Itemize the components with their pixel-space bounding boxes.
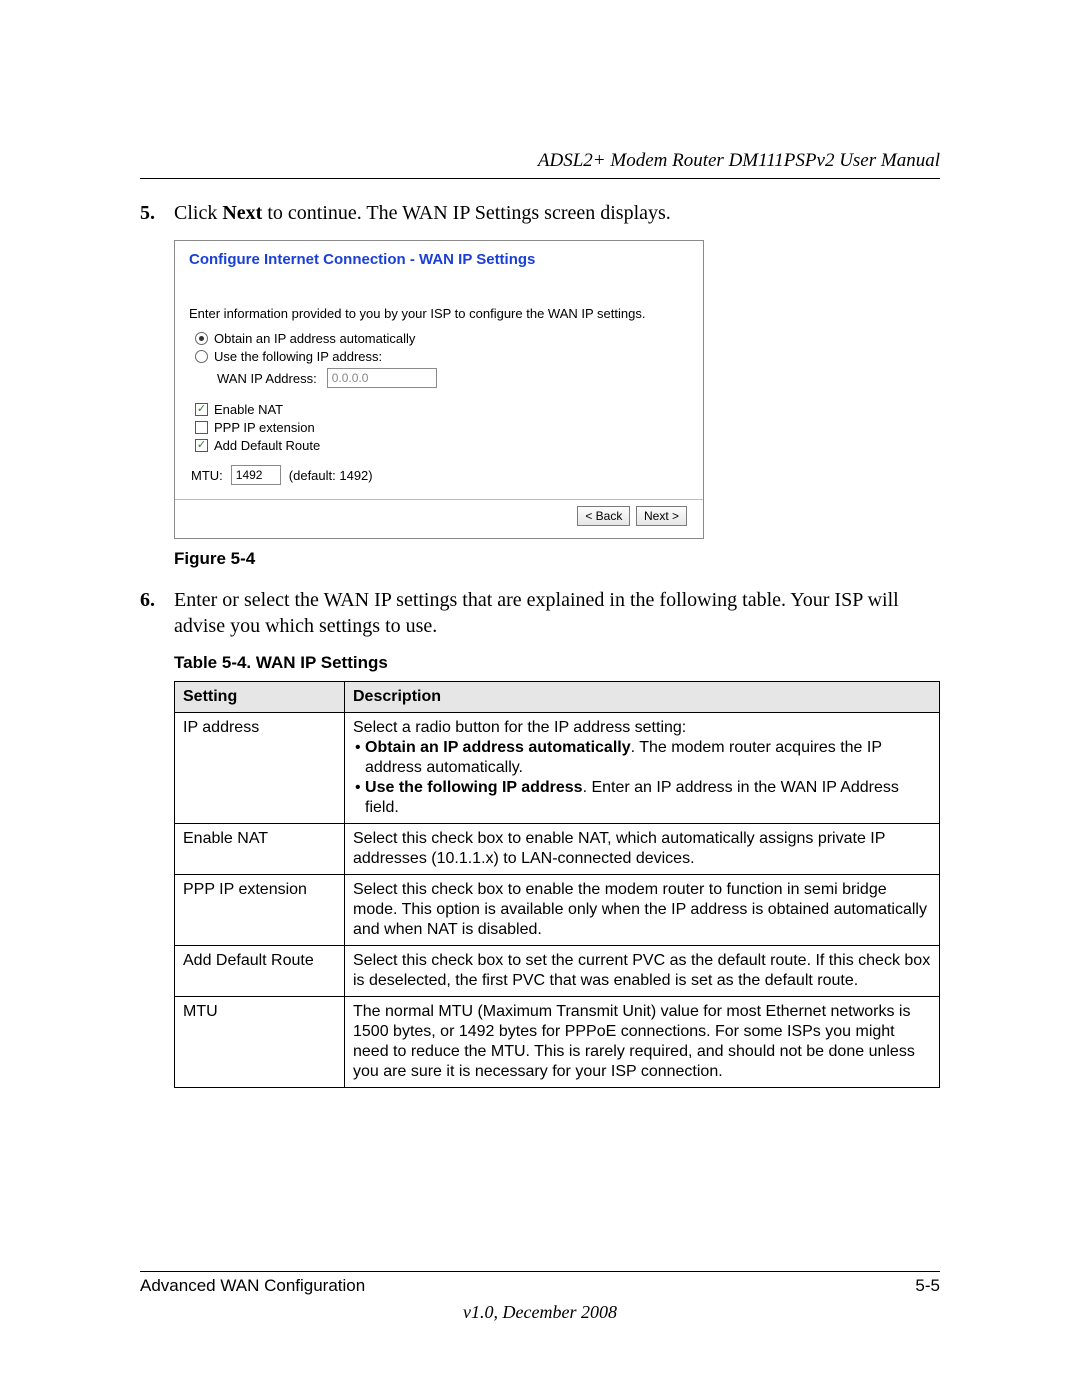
table-row: Enable NAT Select this check box to enab… <box>175 824 940 875</box>
footer-version: v1.0, December 2008 <box>140 1302 940 1323</box>
table-row: IP address Select a radio button for the… <box>175 713 940 824</box>
table-row: MTU The normal MTU (Maximum Transmit Uni… <box>175 997 940 1088</box>
panel-title: Configure Internet Connection - WAN IP S… <box>189 251 689 268</box>
cell-setting: IP address <box>175 713 345 824</box>
cell-setting: PPP IP extension <box>175 875 345 946</box>
step-text: Click Next to continue. The WAN IP Setti… <box>174 200 940 226</box>
page-content: 5. Click Next to continue. The WAN IP Se… <box>140 200 940 1088</box>
step-number: 5. <box>140 200 174 226</box>
checkbox-icon: ✓ <box>195 403 208 416</box>
step-6: 6. Enter or select the WAN IP settings t… <box>140 587 940 639</box>
bullet-item: • Use the following IP address. Enter an… <box>353 778 931 818</box>
document-title: ADSL2+ Modem Router DM111PSPv2 User Manu… <box>140 150 940 178</box>
wan-ip-settings-table: Setting Description IP address Select a … <box>174 681 940 1088</box>
th-description: Description <box>345 682 940 713</box>
checkbox-icon <box>195 421 208 434</box>
back-button[interactable]: < Back <box>577 506 630 526</box>
table-caption: Table 5-4. WAN IP Settings <box>174 653 940 673</box>
cell-setting: Enable NAT <box>175 824 345 875</box>
header-rule <box>140 178 940 179</box>
radio-obtain-auto[interactable]: Obtain an IP address automatically <box>195 331 689 346</box>
step-text: Enter or select the WAN IP settings that… <box>174 587 940 639</box>
bullet-item: • Obtain an IP address automatically. Th… <box>353 738 931 778</box>
text: Select a radio button for the IP address… <box>353 718 931 738</box>
panel-instruction: Enter information provided to you by you… <box>189 306 689 321</box>
checkbox-label: Add Default Route <box>214 438 320 453</box>
mtu-input[interactable] <box>231 465 281 485</box>
checkbox-label: PPP IP extension <box>214 420 315 435</box>
table-row: Add Default Route Select this check box … <box>175 946 940 997</box>
step-number: 6. <box>140 587 174 639</box>
radio-label: Obtain an IP address automatically <box>214 331 415 346</box>
radio-use-static[interactable]: Use the following IP address: <box>195 349 689 364</box>
step-5: 5. Click Next to continue. The WAN IP Se… <box>140 200 940 226</box>
checkbox-ppp-ext[interactable]: PPP IP extension <box>195 420 689 435</box>
footer-page-number: 5-5 <box>915 1276 940 1296</box>
cell-setting: Add Default Route <box>175 946 345 997</box>
page-header: ADSL2+ Modem Router DM111PSPv2 User Manu… <box>140 150 940 179</box>
figure-caption: Figure 5-4 <box>174 549 940 569</box>
table-row: PPP IP extension Select this check box t… <box>175 875 940 946</box>
checkbox-label: Enable NAT <box>214 402 283 417</box>
checkbox-default-route[interactable]: ✓ Add Default Route <box>195 438 689 453</box>
radio-label: Use the following IP address: <box>214 349 382 364</box>
cell-description: Select a radio button for the IP address… <box>345 713 940 824</box>
text-bold: Next <box>222 202 262 224</box>
manual-page: ADSL2+ Modem Router DM111PSPv2 User Manu… <box>0 0 1080 1397</box>
wan-ip-label: WAN IP Address: <box>217 371 317 386</box>
wan-ip-input[interactable] <box>327 368 437 388</box>
cell-description: Select this check box to enable the mode… <box>345 875 940 946</box>
th-setting: Setting <box>175 682 345 713</box>
page-footer: Advanced WAN Configuration 5-5 v1.0, Dec… <box>140 1271 940 1323</box>
mtu-row: MTU: (default: 1492) <box>191 465 689 485</box>
panel-buttons: < Back Next > <box>189 506 689 530</box>
text-bold: Use the following IP address <box>365 779 583 796</box>
cell-setting: MTU <box>175 997 345 1088</box>
text: to continue. The WAN IP Settings screen … <box>262 202 670 224</box>
wan-ip-row: WAN IP Address: <box>217 368 689 388</box>
panel-divider <box>175 499 703 500</box>
radio-icon <box>195 350 208 363</box>
radio-icon <box>195 332 208 345</box>
next-button[interactable]: Next > <box>636 506 687 526</box>
cell-description: Select this check box to set the current… <box>345 946 940 997</box>
text-bold: Obtain an IP address automatically <box>365 739 631 756</box>
cell-description: The normal MTU (Maximum Transmit Unit) v… <box>345 997 940 1088</box>
footer-rule <box>140 1271 940 1272</box>
table-header-row: Setting Description <box>175 682 940 713</box>
checkbox-icon: ✓ <box>195 439 208 452</box>
wan-ip-settings-screenshot: Configure Internet Connection - WAN IP S… <box>174 240 704 539</box>
cell-description: Select this check box to enable NAT, whi… <box>345 824 940 875</box>
checkbox-enable-nat[interactable]: ✓ Enable NAT <box>195 402 689 417</box>
footer-section: Advanced WAN Configuration <box>140 1276 365 1296</box>
mtu-label: MTU: <box>191 468 223 483</box>
text: Click <box>174 202 222 224</box>
mtu-default-text: (default: 1492) <box>289 468 373 483</box>
